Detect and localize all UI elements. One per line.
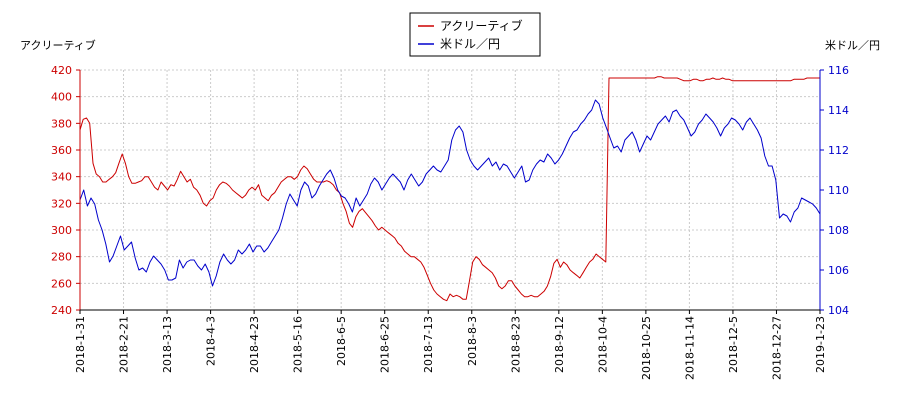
x-tick-label: 2018-7-13: [422, 316, 435, 373]
legend-box: [409, 12, 541, 57]
x-tick-label: 2018-1-31: [74, 316, 87, 373]
x-tick-label: 2018-6-25: [379, 316, 392, 373]
x-tick-label: 2018-12-27: [770, 316, 783, 380]
right-tick-label: 112: [828, 144, 849, 157]
x-tick-label: 2018-8-23: [509, 316, 522, 373]
right-tick-label: 104: [828, 304, 849, 317]
left-tick-label: 340: [51, 171, 72, 184]
tick-labels: 240 260 280 300 320 340 360 380 400 420 104 106 108 1…: [51, 64, 849, 380]
left-tick-label: 420: [51, 64, 72, 77]
x-tick-label: 2018-4-3: [205, 316, 218, 366]
left-axis-title: アクリーティブ: [20, 38, 96, 52]
left-tick-label: 400: [51, 91, 72, 104]
right-tick-label: 108: [828, 224, 849, 237]
axes: [76, 69, 824, 314]
legend-label-usdjpy: 米ドル／円: [440, 37, 500, 51]
right-axis-title: 米ドル／円: [825, 39, 880, 52]
left-tick-label: 280: [51, 251, 72, 264]
x-tick-label: 2018-4-23: [248, 316, 261, 373]
right-tick-label: 110: [828, 184, 849, 197]
right-tick-label: 114: [828, 104, 849, 117]
left-tick-label: 320: [51, 197, 72, 210]
left-tick-label: 300: [51, 224, 72, 237]
x-tick-label: 2018-6-5: [335, 316, 348, 366]
series-layer: [79, 76, 821, 302]
x-tick-label: 2018-11-14: [683, 316, 696, 380]
left-tick-label: 360: [51, 144, 72, 157]
left-tick-label: 260: [51, 277, 72, 290]
x-tick-label: 2018-2-21: [118, 316, 131, 373]
legend: アクリーティブ 米ドル／円: [409, 12, 541, 57]
grid-lines: [79, 69, 821, 311]
left-tick-label: 380: [51, 117, 72, 130]
legend-label-akuriitibu: アクリーティブ: [440, 18, 523, 33]
x-tick-label: 2019-1-23: [814, 316, 827, 373]
left-tick-label: 240: [51, 304, 72, 317]
x-tick-label: 2018-10-4: [596, 316, 609, 373]
right-tick-label: 116: [828, 64, 849, 77]
x-tick-label: 2018-5-16: [292, 316, 305, 373]
series-line-akuriitibu: [79, 76, 820, 302]
x-tick-label: 2018-8-3: [466, 316, 479, 366]
x-tick-label: 2018-10-25: [640, 316, 653, 380]
x-tick-label: 2018-3-13: [161, 316, 174, 373]
x-tick-label: 2018-9-12: [553, 316, 566, 373]
x-tick-label: 2018-12-5: [727, 316, 740, 373]
series-line-usdjpy: [79, 99, 821, 287]
right-tick-label: 106: [828, 264, 849, 277]
